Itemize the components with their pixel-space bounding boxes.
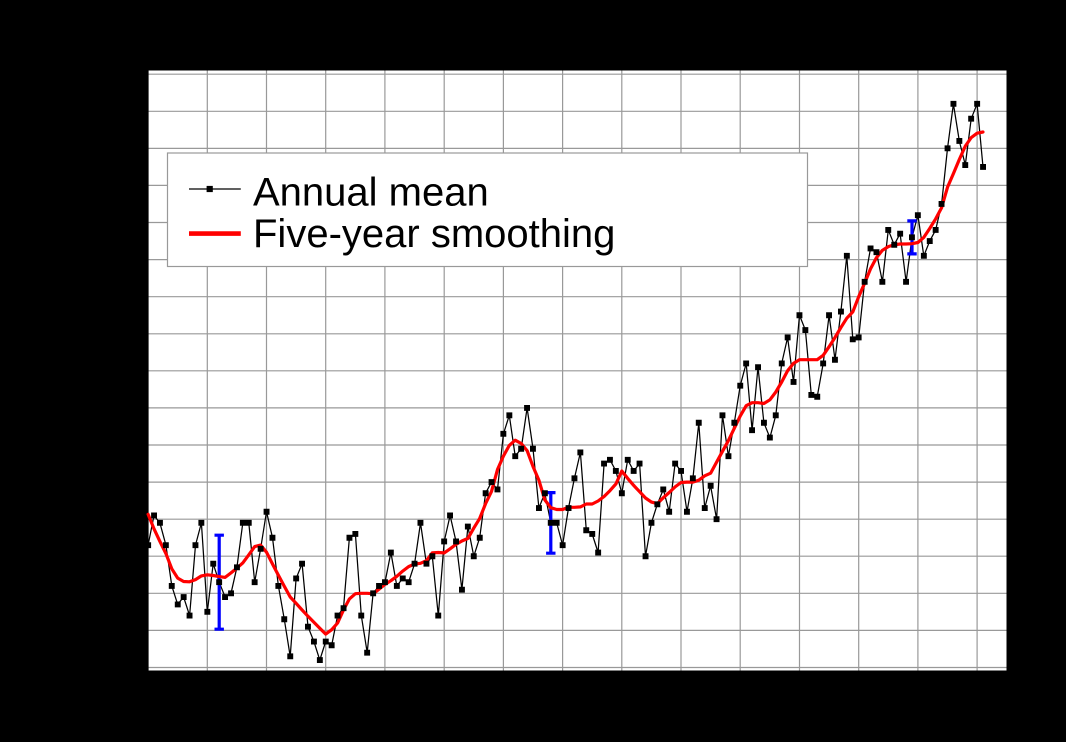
svg-text:Annual mean: Annual mean xyxy=(253,170,489,214)
svg-text:Five-year smoothing: Five-year smoothing xyxy=(253,212,615,256)
